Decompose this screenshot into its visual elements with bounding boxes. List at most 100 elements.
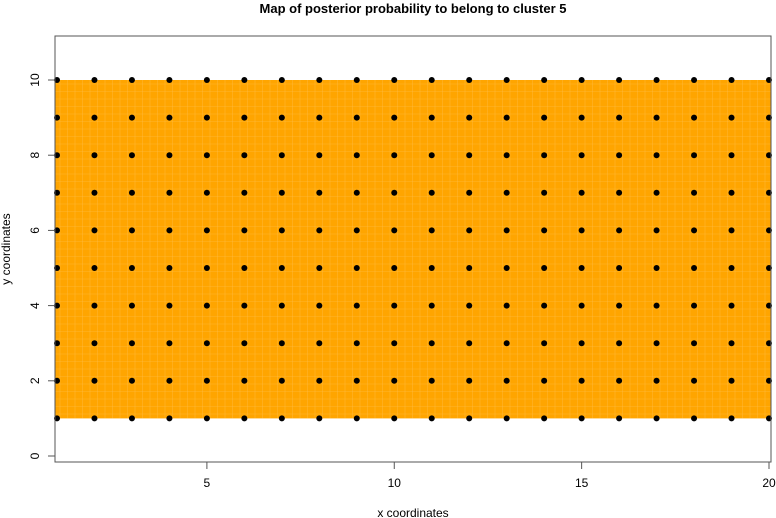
data-point — [691, 114, 698, 121]
data-point — [691, 340, 698, 347]
data-point — [466, 227, 473, 234]
data-point — [128, 227, 135, 234]
data-point — [616, 227, 623, 234]
data-point — [691, 77, 698, 83]
data-point — [503, 377, 510, 384]
data-point — [428, 227, 435, 234]
data-point — [691, 302, 698, 309]
data-point — [278, 415, 285, 422]
data-point — [278, 152, 285, 159]
data-point — [653, 377, 660, 384]
data-point — [541, 265, 548, 271]
data-point — [691, 152, 698, 159]
data-point — [241, 415, 248, 422]
data-point — [728, 189, 735, 196]
data-point — [653, 114, 660, 121]
data-point — [466, 77, 473, 83]
data-point — [428, 377, 435, 384]
data-point — [316, 114, 323, 121]
data-point — [91, 77, 98, 83]
data-point — [466, 377, 473, 384]
data-point — [691, 377, 698, 384]
data-point — [278, 189, 285, 196]
data-point — [466, 340, 473, 347]
data-point — [316, 227, 323, 234]
y-tick-label: 6 — [28, 227, 42, 234]
data-point — [91, 152, 98, 159]
data-point — [578, 340, 585, 347]
data-point — [466, 189, 473, 196]
data-point — [241, 152, 248, 159]
data-point — [728, 77, 735, 83]
data-point — [578, 114, 585, 121]
data-point — [128, 415, 135, 422]
data-point — [353, 77, 360, 83]
data-point — [616, 189, 623, 196]
data-point — [353, 302, 360, 309]
data-point — [428, 152, 435, 159]
data-point — [578, 302, 585, 309]
data-point — [203, 227, 210, 234]
data-point — [353, 377, 360, 384]
data-point — [503, 415, 510, 422]
y-tick-label: 0 — [28, 452, 42, 459]
data-point — [653, 415, 660, 422]
data-point — [616, 340, 623, 347]
data-point — [503, 114, 510, 121]
data-point — [541, 114, 548, 121]
data-point — [166, 77, 173, 83]
data-point — [166, 302, 173, 309]
data-point — [728, 227, 735, 234]
data-point — [203, 265, 210, 271]
data-point — [616, 377, 623, 384]
data-point — [616, 265, 623, 271]
data-point — [653, 227, 660, 234]
data-point — [578, 152, 585, 159]
data-point — [128, 377, 135, 384]
data-point — [728, 415, 735, 422]
data-point — [391, 265, 398, 271]
data-point — [616, 114, 623, 121]
data-point — [128, 189, 135, 196]
data-point — [91, 227, 98, 234]
data-point — [241, 340, 248, 347]
data-point — [428, 415, 435, 422]
data-point — [128, 114, 135, 121]
data-point — [166, 189, 173, 196]
x-axis-label: x coordinates — [377, 506, 448, 518]
data-point — [503, 265, 510, 271]
y-axis: 0 2 4 6 8 10 — [28, 73, 55, 459]
data-point — [278, 340, 285, 347]
data-point — [578, 227, 585, 234]
data-point — [578, 265, 585, 271]
data-point — [466, 114, 473, 121]
data-point — [241, 265, 248, 271]
data-point — [616, 415, 623, 422]
data-point — [653, 152, 660, 159]
data-point — [203, 189, 210, 196]
data-point — [166, 152, 173, 159]
data-point — [728, 152, 735, 159]
data-point — [728, 340, 735, 347]
data-point — [241, 114, 248, 121]
data-point — [428, 114, 435, 121]
data-point — [728, 302, 735, 309]
data-point — [503, 189, 510, 196]
y-tick-label: 8 — [28, 152, 42, 159]
data-point — [316, 302, 323, 309]
data-point — [353, 415, 360, 422]
data-point — [391, 152, 398, 159]
data-point — [316, 265, 323, 271]
data-point — [466, 152, 473, 159]
data-point — [353, 340, 360, 347]
x-tick-label: 5 — [204, 476, 211, 490]
data-point — [353, 152, 360, 159]
x-tick-label: 10 — [388, 476, 402, 490]
data-point — [503, 77, 510, 83]
data-point — [316, 77, 323, 83]
data-point — [278, 377, 285, 384]
data-point — [541, 152, 548, 159]
data-point — [391, 415, 398, 422]
data-point — [166, 377, 173, 384]
